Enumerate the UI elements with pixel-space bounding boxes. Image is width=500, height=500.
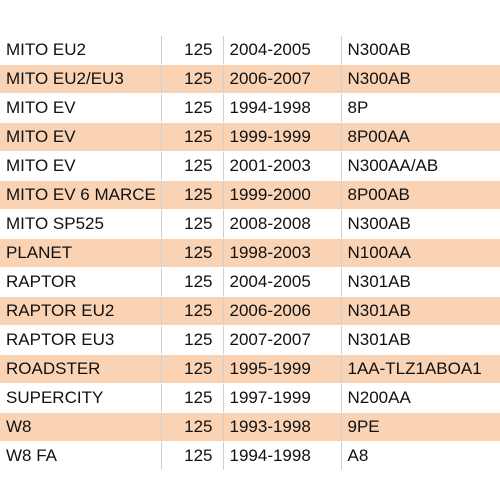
displacement-cell: 125 [161, 64, 224, 94]
model-cell: MITO EV [0, 151, 162, 181]
years-cell: 2007-2007 [223, 325, 342, 355]
years-cell: 1994-1998 [223, 93, 342, 123]
table-row[interactable]: MITO SP525 125 2008-2008 N300AB [0, 209, 500, 239]
code-cell: 8P00AA [341, 122, 500, 152]
model-cell: W8 [0, 412, 162, 442]
model-cell: MITO EV 6 MARCE [0, 180, 162, 210]
model-cell: MITO EV [0, 93, 162, 123]
model-cell: PLANET [0, 238, 162, 268]
years-cell: 2001-2003 [223, 151, 342, 181]
model-cell: SUPERCITY [0, 383, 162, 413]
model-cell: W8 FA [0, 441, 162, 471]
code-cell: N300AA/AB [341, 151, 500, 181]
table-body: MITO EU2 125 2004-2005 N300AB MITO EU2/E… [0, 36, 500, 471]
code-cell: N301AB [341, 267, 500, 297]
code-cell: N300AB [341, 36, 500, 65]
model-cell: RAPTOR EU3 [0, 325, 162, 355]
years-cell: 2004-2005 [223, 36, 342, 65]
table-row[interactable]: RAPTOR EU3 125 2007-2007 N301AB [0, 325, 500, 355]
model-cell: MITO EV [0, 122, 162, 152]
code-cell: 1AA-TLZ1ABOA1 [341, 354, 500, 384]
model-cell: MITO EU2/EU3 [0, 64, 162, 94]
table-row[interactable]: PLANET 125 1998-2003 N100AA [0, 238, 500, 268]
code-cell: A8 [341, 441, 500, 471]
code-cell: 8P [341, 93, 500, 123]
years-cell: 1993-1998 [223, 412, 342, 442]
code-cell: N200AA [341, 383, 500, 413]
years-cell: 1997-1999 [223, 383, 342, 413]
years-cell: 1998-2003 [223, 238, 342, 268]
displacement-cell: 125 [161, 441, 224, 471]
model-cell: MITO SP525 [0, 209, 162, 239]
displacement-cell: 125 [161, 325, 224, 355]
code-cell: N301AB [341, 296, 500, 326]
table-row[interactable]: W8 FA 125 1994-1998 A8 [0, 441, 500, 471]
model-cell: MITO EU2 [0, 36, 162, 65]
years-cell: 1999-2000 [223, 180, 342, 210]
displacement-cell: 125 [161, 36, 224, 65]
code-cell: N300AB [341, 64, 500, 94]
table-row[interactable]: MITO EV 125 2001-2003 N300AA/AB [0, 151, 500, 181]
displacement-cell: 125 [161, 180, 224, 210]
code-cell: 9PE [341, 412, 500, 442]
table-row[interactable]: MITO EU2/EU3 125 2006-2007 N300AB [0, 64, 500, 94]
code-cell: 8P00AB [341, 180, 500, 210]
table-row[interactable]: RAPTOR EU2 125 2006-2006 N301AB [0, 296, 500, 326]
years-cell: 2004-2005 [223, 267, 342, 297]
displacement-cell: 125 [161, 122, 224, 152]
table-row[interactable]: MITO EU2 125 2004-2005 N300AB [0, 36, 500, 65]
table-row[interactable]: SUPERCITY 125 1997-1999 N200AA [0, 383, 500, 413]
table-row[interactable]: MITO EV 125 1994-1998 8P [0, 93, 500, 123]
table-row[interactable]: ROADSTER 125 1995-1999 1AA-TLZ1ABOA1 [0, 354, 500, 384]
displacement-cell: 125 [161, 412, 224, 442]
table-row[interactable]: MITO EV 125 1999-1999 8P00AA [0, 122, 500, 152]
years-cell: 1995-1999 [223, 354, 342, 384]
displacement-cell: 125 [161, 209, 224, 239]
model-cell: RAPTOR [0, 267, 162, 297]
model-cell: ROADSTER [0, 354, 162, 384]
table-row[interactable]: MITO EV 6 MARCE 125 1999-2000 8P00AB [0, 180, 500, 210]
table-row[interactable]: RAPTOR 125 2004-2005 N301AB [0, 267, 500, 297]
displacement-cell: 125 [161, 296, 224, 326]
years-cell: 1994-1998 [223, 441, 342, 471]
table-row[interactable]: W8 125 1993-1998 9PE [0, 412, 500, 442]
compatibility-table: MITO EU2 125 2004-2005 N300AB MITO EU2/E… [0, 36, 500, 471]
years-cell: 1999-1999 [223, 122, 342, 152]
code-cell: N300AB [341, 209, 500, 239]
displacement-cell: 125 [161, 151, 224, 181]
displacement-cell: 125 [161, 383, 224, 413]
displacement-cell: 125 [161, 267, 224, 297]
years-cell: 2008-2008 [223, 209, 342, 239]
code-cell: N301AB [341, 325, 500, 355]
years-cell: 2006-2007 [223, 64, 342, 94]
displacement-cell: 125 [161, 238, 224, 268]
displacement-cell: 125 [161, 354, 224, 384]
years-cell: 2006-2006 [223, 296, 342, 326]
code-cell: N100AA [341, 238, 500, 268]
model-cell: RAPTOR EU2 [0, 296, 162, 326]
displacement-cell: 125 [161, 93, 224, 123]
